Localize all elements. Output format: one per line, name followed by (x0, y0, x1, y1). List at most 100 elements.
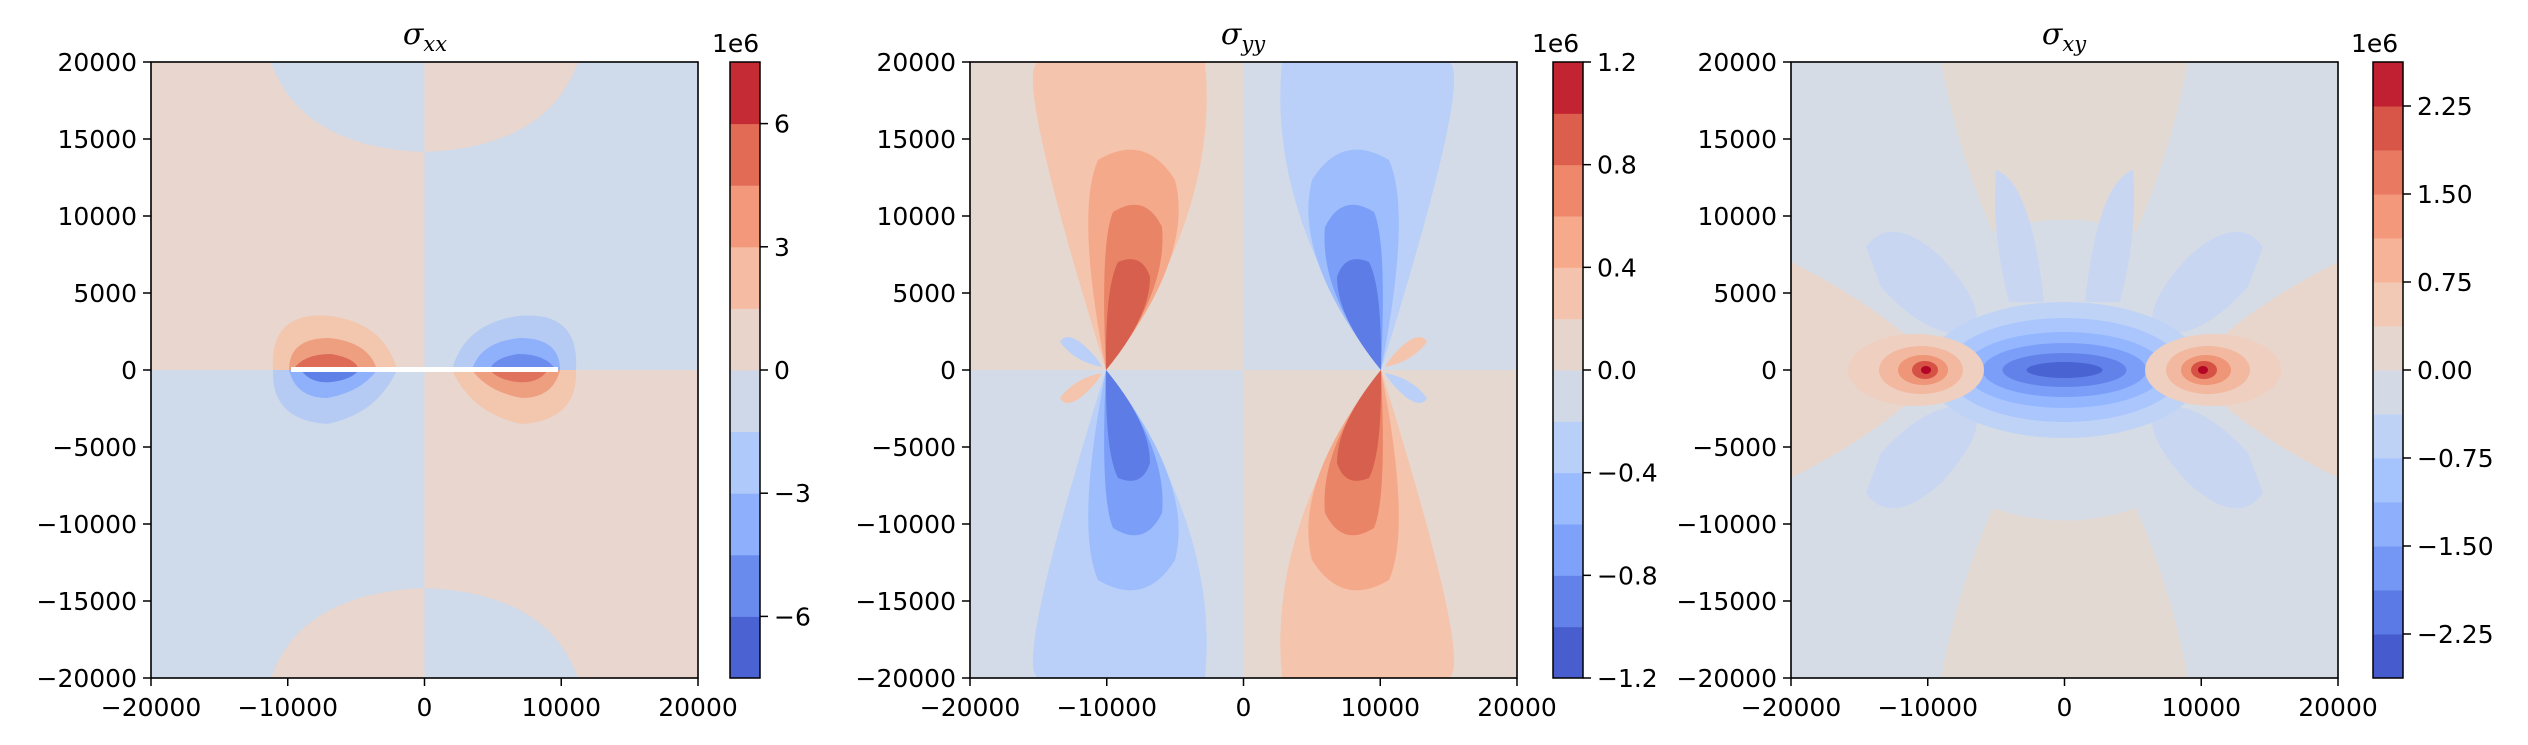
colorbar-tick-label: −1.50 (2417, 532, 2494, 561)
colorbar-sigma-xy: −2.25 −1.50 −0.75 0.00 0.75 1.50 2.25 (2372, 61, 2494, 679)
y-tick-label: 5000 (73, 279, 137, 308)
colorbar-band (2373, 414, 2403, 459)
contour-neg-arm-top-centre-left (1994, 170, 2044, 302)
x-tick-label: −10000 (1878, 693, 1978, 722)
panel-title-sigma-xy: σxy (2042, 17, 2087, 56)
colorbar-tick-label: 0.0 (1597, 356, 1637, 385)
x-tick-label: 10000 (2161, 693, 2241, 722)
y-tick-label: −10000 (37, 510, 137, 539)
colorbar-band (2373, 326, 2403, 371)
colorbar-band (2373, 194, 2403, 239)
axis-ticks-sigma-xx: −20000 −10000 0 10000 20000 −20000 −15000 −1000… (37, 48, 738, 722)
colorbar-band (730, 431, 760, 494)
y-tick-label: 0 (1761, 356, 1777, 385)
colorbar-tick-label: 0.75 (2417, 268, 2473, 297)
contour-neg-arm-upper-left (1866, 231, 1977, 334)
contour-center-negative-band-6 (2026, 362, 2103, 378)
contour-left-negative-band-4 (1105, 370, 1150, 481)
y-tick-label: −10000 (1677, 510, 1777, 539)
colorbar-band (2373, 282, 2403, 327)
contour-right-negative-band-3 (490, 354, 556, 370)
colorbar-band (1553, 575, 1583, 628)
y-tick-label: 15000 (57, 125, 137, 154)
contour-area-sigma-xy (1790, 61, 2339, 679)
colorbar-band (730, 62, 760, 125)
contour-right-positive-band-4 (1337, 370, 1382, 481)
colorbar-tick-label: −3 (774, 479, 811, 508)
colorbar-band (1553, 267, 1583, 320)
colorbar-band (2373, 458, 2403, 503)
x-tick-label: 20000 (2298, 693, 2378, 722)
colorbar-band (2373, 634, 2403, 679)
colorbar-tick-label: −1.2 (1597, 664, 1658, 693)
x-tick-label: −20000 (920, 693, 1020, 722)
y-tick-label: 10000 (57, 202, 137, 231)
x-tick-label: 0 (2057, 693, 2073, 722)
y-tick-label: −15000 (1677, 587, 1777, 616)
contour-neg-arm-top-centre-right (2085, 170, 2135, 302)
y-tick-label: 0 (940, 356, 956, 385)
y-tick-label: −15000 (856, 587, 956, 616)
contour-positive-lobe-bottom (271, 588, 425, 678)
panel-title-sigma-xx: σxx (403, 17, 447, 56)
colorbar-band (730, 370, 760, 433)
colorbar-sigma-xx: −6 −3 0 3 6 (729, 61, 811, 679)
colorbar-band (730, 246, 760, 309)
y-tick-label: 20000 (876, 48, 956, 77)
y-tick-label: 10000 (876, 202, 956, 231)
colorbar-sigma-yy: −1.2 −0.8 −0.4 0.0 0.4 0.8 1.2 (1552, 48, 1658, 693)
colorbar-tick-label: −0.8 (1597, 561, 1658, 590)
x-tick-label: 0 (1236, 693, 1252, 722)
y-tick-label: −5000 (1692, 433, 1777, 462)
y-tick-label: 0 (121, 356, 137, 385)
colorbar-band (2373, 370, 2403, 415)
colorbar-band (730, 185, 760, 248)
panel-sigma-yy: σyy (856, 17, 1658, 722)
y-tick-label: 10000 (1697, 202, 1777, 231)
contour-area-sigma-xx (150, 61, 699, 679)
contour-left-tip-band-5 (1921, 366, 1931, 374)
y-tick-label: −5000 (52, 433, 137, 462)
colorbar-band (2373, 502, 2403, 547)
colorbar-band (2373, 62, 2403, 107)
y-tick-label: 5000 (1713, 279, 1777, 308)
colorbar-scale-label-sigma-xx: 1e6 (712, 29, 759, 58)
contour-small-lobe-right-lower (1385, 373, 1427, 403)
y-tick-label: −20000 (856, 664, 956, 693)
contour-neg-arm-upper-right (2152, 231, 2263, 334)
x-tick-label: 10000 (1340, 693, 1420, 722)
colorbar-band (730, 493, 760, 556)
colorbar-band (1553, 318, 1583, 371)
y-tick-label: 20000 (1697, 48, 1777, 77)
crack-line (291, 367, 558, 372)
contour-positive-bottom-wedge (1941, 508, 2188, 678)
contour-small-lobe-right-upper (1385, 337, 1427, 367)
colorbar-band (1553, 472, 1583, 525)
colorbar-band (730, 308, 760, 371)
x-tick-label: −20000 (1741, 693, 1841, 722)
y-tick-label: −5000 (871, 433, 956, 462)
colorbar-band (1553, 216, 1583, 268)
contour-negative-lobe-bottom (424, 588, 578, 678)
colorbar-band (2373, 546, 2403, 591)
colorbar-tick-label: 1.50 (2417, 180, 2473, 209)
colorbar-scale-label-sigma-yy: 1e6 (1532, 29, 1579, 58)
colorbar-band (730, 554, 760, 617)
contour-small-lobe-left-lower (1060, 373, 1102, 403)
y-tick-label: −15000 (37, 587, 137, 616)
colorbar-band (1553, 164, 1583, 217)
colorbar-band (1553, 626, 1583, 679)
panel-title-sigma-yy: σyy (1221, 17, 1266, 56)
y-tick-label: 20000 (57, 48, 137, 77)
colorbar-band (1553, 370, 1583, 422)
colorbar-band (730, 616, 760, 679)
colorbar-tick-label: 3 (774, 233, 790, 262)
y-tick-label: 15000 (1697, 125, 1777, 154)
y-tick-label: 5000 (892, 279, 956, 308)
x-tick-label: −20000 (101, 693, 201, 722)
x-tick-label: −10000 (1057, 693, 1157, 722)
colorbar-band (2373, 150, 2403, 195)
colorbar-band (2373, 238, 2403, 283)
y-tick-label: −20000 (37, 664, 137, 693)
